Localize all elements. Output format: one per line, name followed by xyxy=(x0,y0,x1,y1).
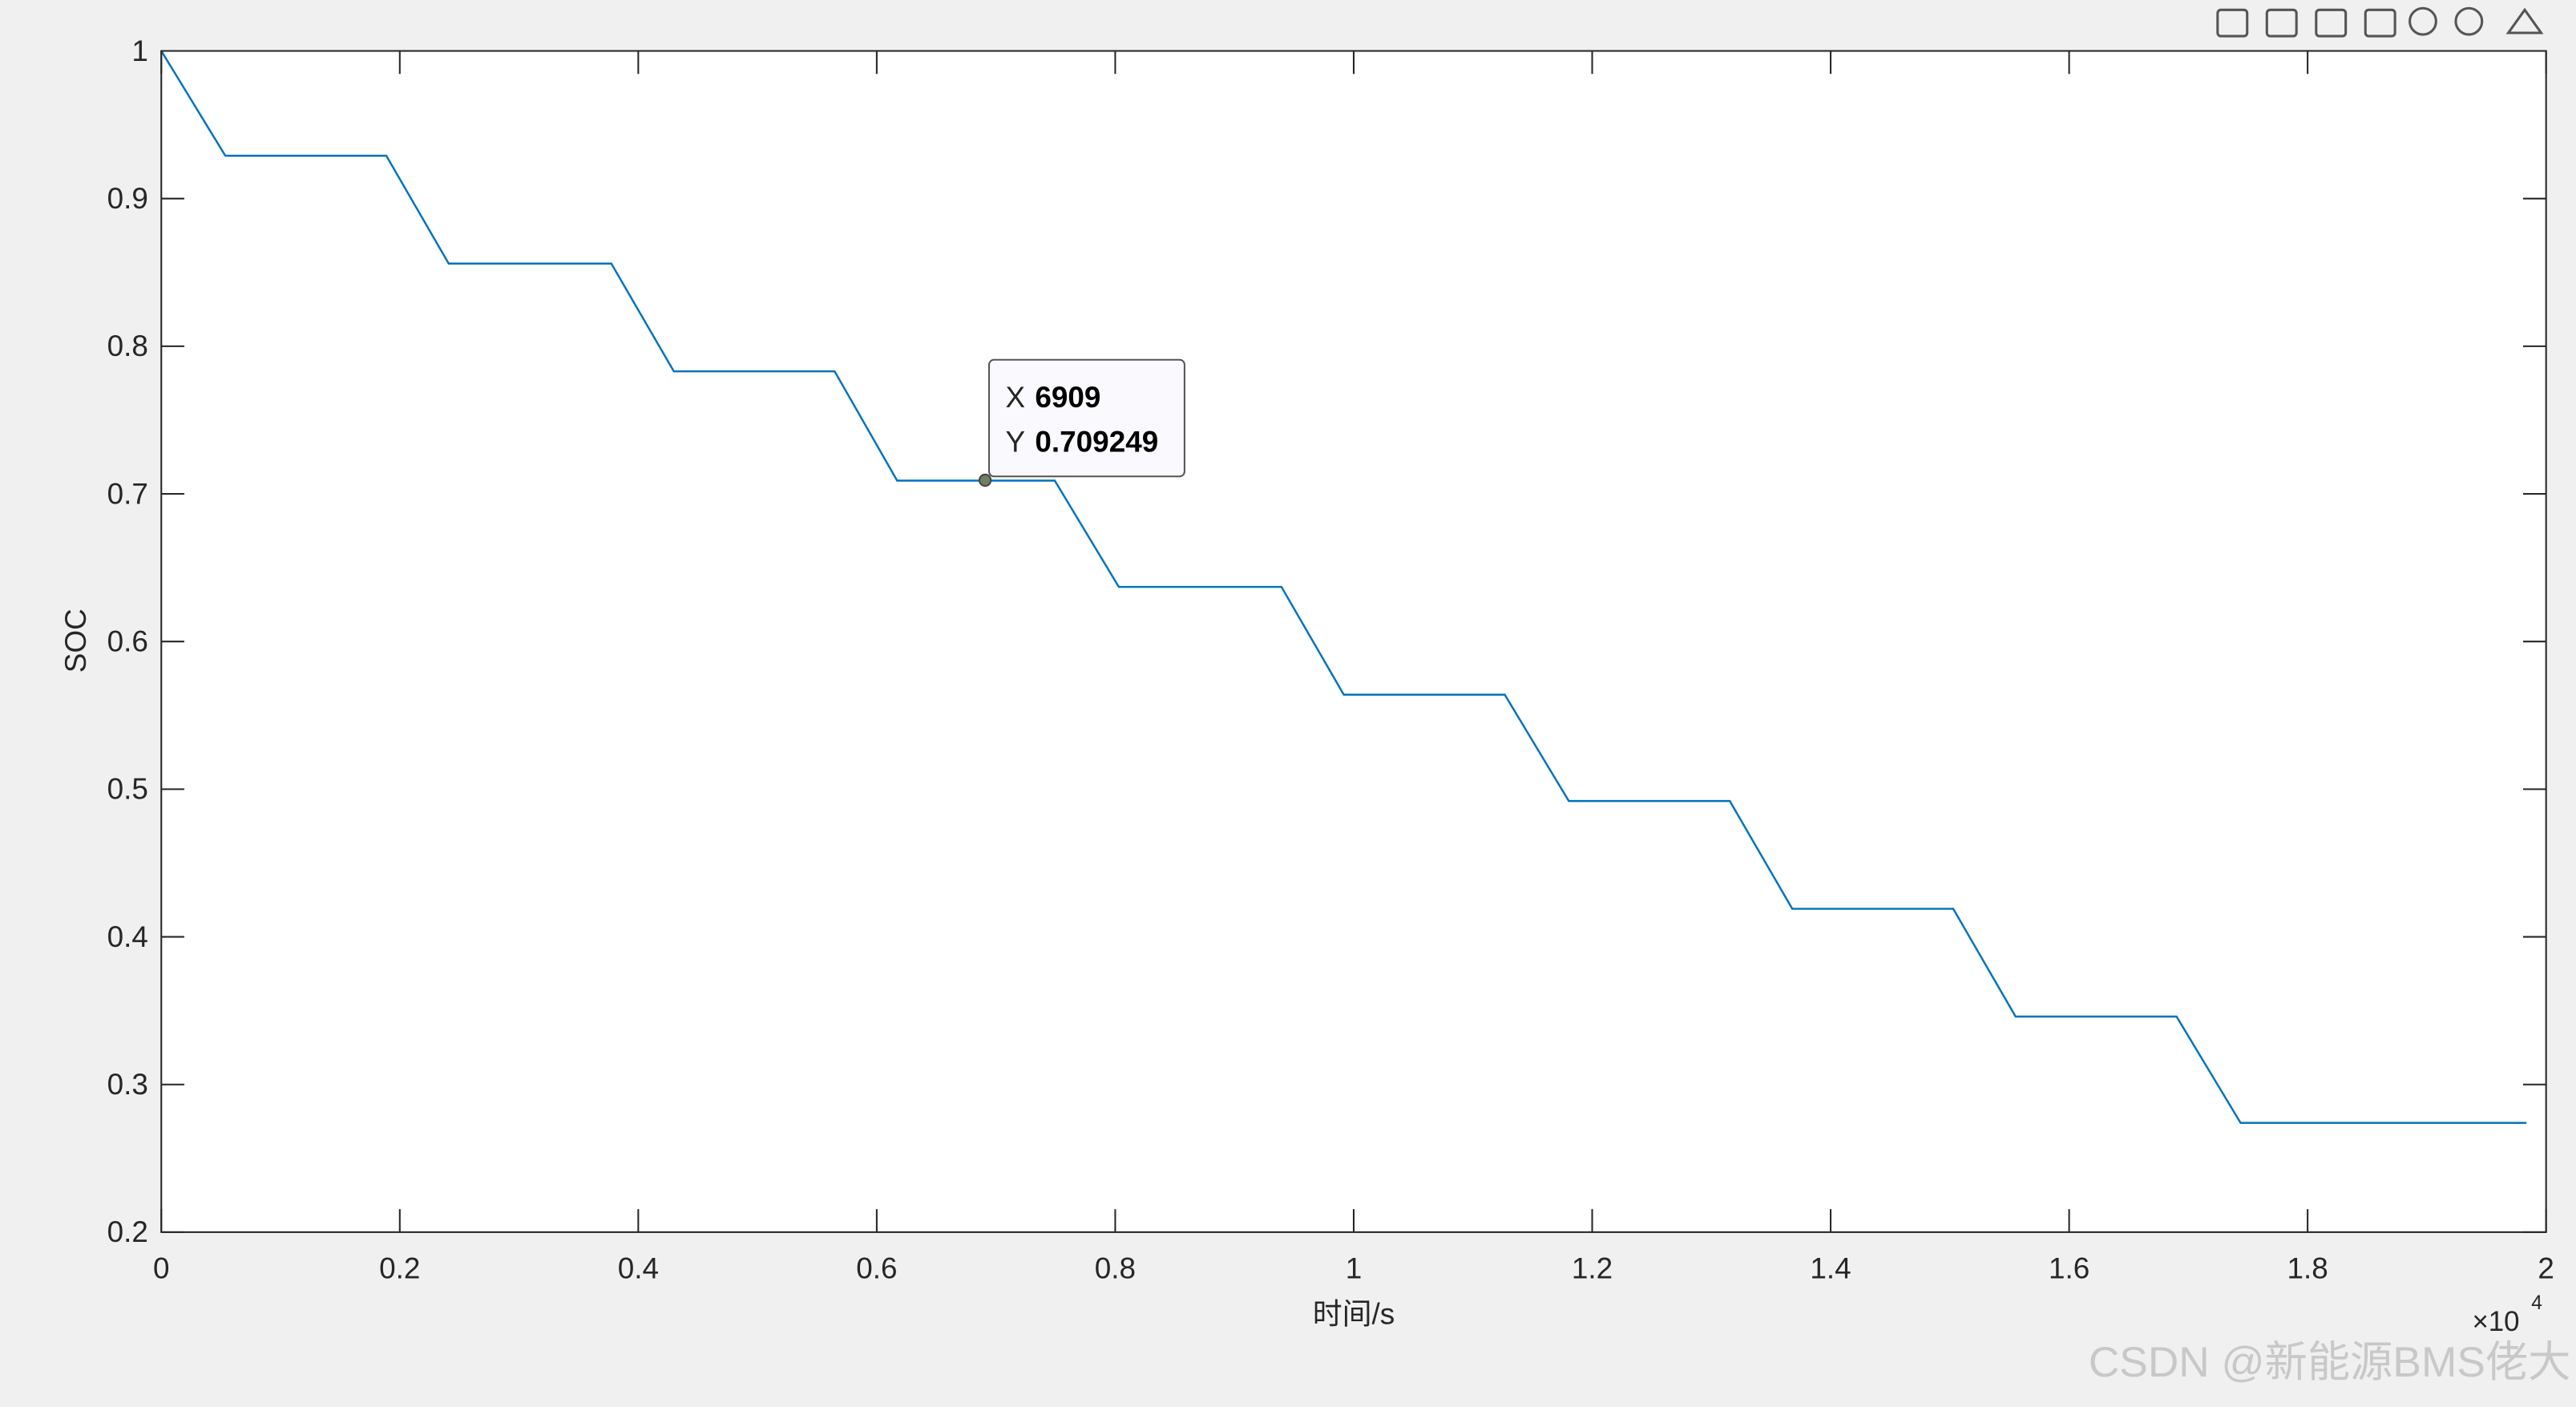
y-tick-label: 0.9 xyxy=(107,182,148,215)
x-tick-label: 0.8 xyxy=(1095,1251,1136,1284)
y-tick-label: 0.4 xyxy=(107,920,148,953)
datatip-point xyxy=(978,473,992,487)
data-line xyxy=(160,50,2527,1124)
toolbar-icon[interactable] xyxy=(2454,6,2484,36)
y-tick-label: 0.8 xyxy=(107,330,148,362)
x-tick-label: 1.2 xyxy=(1572,1251,1613,1284)
x-exponent-base: ×10 xyxy=(2472,1306,2519,1337)
toolbar-icon[interactable] xyxy=(2315,8,2348,38)
datatip-x-label: X xyxy=(1006,381,1026,414)
x-tick-label: 1.4 xyxy=(1810,1251,1851,1284)
y-tick-label: 1 xyxy=(131,34,148,67)
toolbar-icon[interactable] xyxy=(2216,8,2249,38)
y-tick-label: 0.5 xyxy=(107,773,148,806)
axes-box xyxy=(160,50,2547,1233)
x-exponent: 4 xyxy=(2531,1292,2542,1314)
datatip-y-value: 0.709249 xyxy=(1035,426,1158,459)
y-tick-label: 0.7 xyxy=(107,477,148,510)
datatip-y-label: Y xyxy=(1006,426,1026,459)
x-axis-label: 时间/s xyxy=(1313,1298,1395,1331)
y-tick-label: 0.2 xyxy=(107,1215,148,1248)
toolbar-icon[interactable] xyxy=(2408,6,2437,36)
y-axis-label: SOC xyxy=(59,608,92,673)
toolbar-icon[interactable] xyxy=(2364,8,2396,38)
datatip-x-value: 6909 xyxy=(1035,381,1100,414)
toolbar-icon[interactable] xyxy=(2505,7,2544,34)
x-tick-label: 1 xyxy=(1346,1251,1363,1284)
x-tick-label: 2 xyxy=(2538,1251,2554,1284)
x-tick-label: 0.2 xyxy=(379,1251,420,1284)
x-tick-label: 1.8 xyxy=(2287,1251,2328,1284)
datatip-box xyxy=(988,358,1185,478)
watermark: CSDN @新能源BMS佬大 xyxy=(2089,1339,2571,1386)
toolbar[interactable] xyxy=(2216,6,2544,38)
x-tick-label: 0.6 xyxy=(856,1251,897,1284)
toolbar-icon[interactable] xyxy=(2265,8,2298,38)
x-tick-label: 0 xyxy=(153,1251,170,1284)
x-tick-label: 0.4 xyxy=(618,1251,659,1284)
x-tick-label: 1.6 xyxy=(2049,1251,2089,1284)
plot-area xyxy=(160,50,2527,1124)
y-tick-label: 0.3 xyxy=(107,1068,148,1101)
y-tick-label: 0.6 xyxy=(107,625,148,658)
